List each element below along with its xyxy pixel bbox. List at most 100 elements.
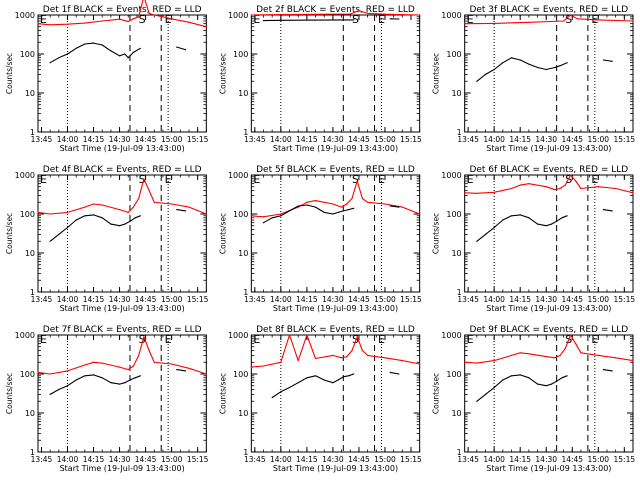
y-axis-label: Counts/sec — [218, 373, 227, 414]
events-data-point — [101, 377, 103, 379]
chart-title: Det 5f BLACK = Events, RED = LLD — [256, 165, 415, 175]
x-tick-label: 15:00 — [374, 135, 396, 144]
y-tick-label: 1000 — [228, 331, 248, 340]
chart-title: Det 4f BLACK = Events, RED = LLD — [43, 165, 202, 175]
x-tick-label: 15:00 — [587, 455, 609, 464]
x-tick-label: 15:00 — [161, 455, 183, 464]
y-tick-label: 100 — [233, 50, 248, 59]
segment-marker-label: S — [352, 13, 359, 26]
events-data-point — [476, 80, 478, 82]
segment-marker-label: S — [139, 173, 146, 186]
events-series-line — [176, 369, 186, 372]
segment-marker-label: E — [378, 13, 385, 26]
x-tick-label: 15:15 — [400, 295, 422, 304]
events-data-point — [353, 373, 355, 375]
lld-data-point — [576, 18, 579, 20]
y-axis-label: Counts/sec — [218, 213, 227, 254]
y-tick-label: 1 — [30, 448, 35, 457]
plot-frame — [37, 174, 207, 293]
lld-data-point — [332, 354, 334, 356]
events-data-point — [66, 226, 69, 229]
events-data-point — [611, 210, 613, 212]
events-series-line — [263, 19, 354, 22]
y-tick-label: 100 — [446, 370, 461, 379]
events-data-point — [566, 215, 568, 217]
x-tick-label: 14:45 — [348, 135, 370, 144]
events-data-point — [519, 214, 521, 216]
lld-data-point — [367, 201, 369, 203]
events-data-point — [297, 205, 299, 207]
y-axis-label: Counts/sec — [432, 373, 441, 414]
events-data-point — [262, 222, 265, 224]
chart-panel-9: Det 9f BLACK = Events, RED = LLD 1 10 100 10… — [432, 325, 636, 473]
x-tick-label: 14:00 — [57, 455, 79, 464]
events-data-point — [92, 214, 95, 216]
lld-data-point — [341, 206, 343, 208]
lld-data-point — [351, 349, 353, 352]
x-tick-label: 14:30 — [109, 455, 131, 464]
plot-frame — [250, 174, 421, 293]
x-tick-label: 15:00 — [161, 135, 183, 144]
x-tick-label: 14:15 — [83, 295, 105, 304]
lld-data-point — [119, 209, 121, 211]
lld-series-line — [464, 334, 634, 364]
chart-title: Det 7f BLACK = Events, RED = LLD — [43, 325, 202, 335]
events-data-point — [602, 59, 605, 61]
lld-data-point — [205, 26, 207, 28]
events-data-point — [314, 206, 317, 208]
x-tick-label: 15:15 — [400, 135, 422, 144]
x-axis-label: Start Time (19-Jul-09 13:43:00) — [486, 304, 611, 313]
events-data-point — [58, 57, 60, 59]
lld-data-point — [528, 21, 530, 23]
events-data-point — [347, 375, 350, 377]
x-tick-label: 14:00 — [57, 295, 79, 304]
lld-data-point — [493, 191, 495, 193]
y-tick-label: 1 — [457, 288, 462, 297]
chart-panel-2: Det 2f BLACK = Events, RED = LLD 1 10 100 10… — [218, 5, 422, 153]
y-tick-label: 1000 — [15, 171, 35, 180]
chart-title: Det 1f BLACK = Events, RED = LLD — [43, 5, 202, 15]
events-data-point — [398, 373, 400, 375]
y-axis-label: Counts/sec — [5, 373, 14, 414]
y-tick-label: 1000 — [15, 331, 35, 340]
lld-data-point — [564, 347, 566, 350]
x-tick-label: 14:30 — [322, 135, 344, 144]
segment-marker-label: E — [591, 173, 598, 186]
events-data-point — [561, 217, 563, 219]
events-data-point — [528, 63, 530, 65]
x-axis-label: Start Time (19-Jul-09 13:43:00) — [60, 304, 185, 313]
events-data-point — [519, 374, 521, 376]
lld-data-point — [143, 336, 145, 338]
events-data-point — [58, 388, 60, 391]
events-data-point — [262, 20, 265, 22]
y-tick-label: 100 — [446, 210, 461, 219]
lld-data-point — [580, 352, 582, 354]
x-tick-label: 14:30 — [109, 295, 131, 304]
events-data-point — [528, 377, 530, 379]
x-tick-label: 15:15 — [614, 455, 636, 464]
lld-data-point — [545, 186, 547, 188]
x-tick-label: 14:45 — [348, 455, 370, 464]
events-data-point — [306, 377, 308, 379]
events-series-line — [49, 42, 141, 64]
events-data-point — [132, 51, 134, 54]
events-data-point — [502, 379, 504, 381]
events-data-point — [66, 53, 69, 55]
lld-data-point — [358, 10, 360, 12]
y-axis-label: Counts/sec — [5, 213, 14, 254]
events-data-point — [280, 215, 282, 217]
x-tick-label: 14:45 — [135, 135, 157, 144]
lld-data-point — [346, 356, 348, 358]
events-data-point — [75, 379, 77, 381]
events-data-point — [537, 383, 539, 385]
lld-data-point — [597, 186, 599, 188]
x-tick-label: 15:15 — [187, 295, 209, 304]
segment-marker-label: E — [165, 13, 172, 26]
segment-marker-label: E — [378, 173, 385, 186]
events-data-point — [184, 49, 187, 51]
segment-marker-label: E — [165, 173, 172, 186]
lld-data-point — [401, 360, 403, 362]
lld-data-point — [559, 354, 561, 356]
x-axis-label: Start Time (19-Jul-09 13:43:00) — [273, 304, 398, 313]
